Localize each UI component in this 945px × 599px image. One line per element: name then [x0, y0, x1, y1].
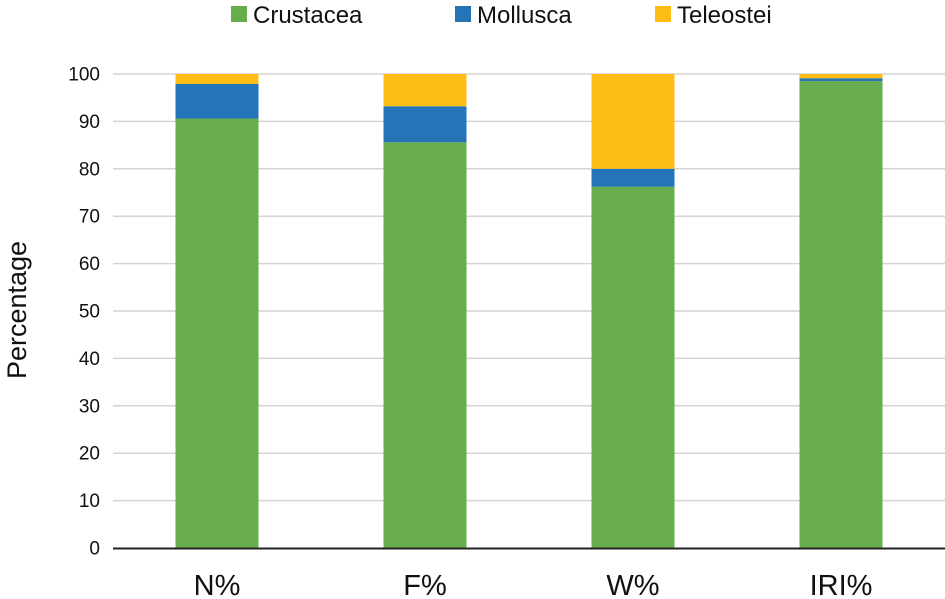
- bar-mollusca-2: [591, 168, 675, 187]
- y-tick-label: 90: [79, 112, 100, 133]
- y-tick-label: 60: [79, 254, 100, 275]
- bar-mollusca-1: [383, 106, 467, 143]
- bar-mollusca-3: [799, 78, 883, 82]
- x-tick-label: W%: [606, 570, 659, 599]
- legend-label: Mollusca: [477, 2, 572, 29]
- y-tick-label: 80: [79, 159, 100, 180]
- y-tick-label: 0: [89, 539, 100, 560]
- bar-teleostei-3: [799, 74, 883, 79]
- x-tick-labels: N% F% W% IRI%: [194, 570, 873, 599]
- y-tick-label: 40: [79, 349, 100, 370]
- x-tick-label: F%: [403, 570, 447, 599]
- x-tick-label: IRI%: [810, 570, 873, 599]
- legend-swatch-crustacea: [231, 6, 247, 22]
- bar-crustacea-3: [799, 81, 883, 549]
- bar-teleostei-2: [591, 74, 675, 169]
- bar-teleostei-0: [175, 74, 259, 84]
- bar-crustacea-0: [175, 118, 259, 548]
- y-tick-label: 30: [79, 396, 100, 417]
- y-tick-label: 10: [79, 491, 100, 512]
- x-tick-label: N%: [194, 570, 241, 599]
- y-axis-label: Percentage: [2, 241, 32, 379]
- legend-label: Crustacea: [253, 2, 363, 29]
- bar-mollusca-0: [175, 83, 259, 119]
- bars: [175, 74, 883, 549]
- bar-teleostei-1: [383, 74, 467, 107]
- legend: Crustacea Mollusca Teleostei: [231, 2, 772, 29]
- legend-label: Teleostei: [677, 2, 772, 29]
- y-tick-label: 70: [79, 207, 100, 228]
- y-tick-label: 20: [79, 444, 100, 465]
- bar-crustacea-2: [591, 186, 675, 548]
- y-tick-label: 100: [68, 65, 100, 86]
- bar-crustacea-1: [383, 142, 467, 549]
- y-tick-labels: 0 10 20 30 40 50 60 70 80 90 100: [68, 65, 100, 560]
- legend-swatch-teleostei: [655, 6, 671, 22]
- legend-swatch-mollusca: [455, 6, 471, 22]
- y-tick-label: 50: [79, 302, 100, 323]
